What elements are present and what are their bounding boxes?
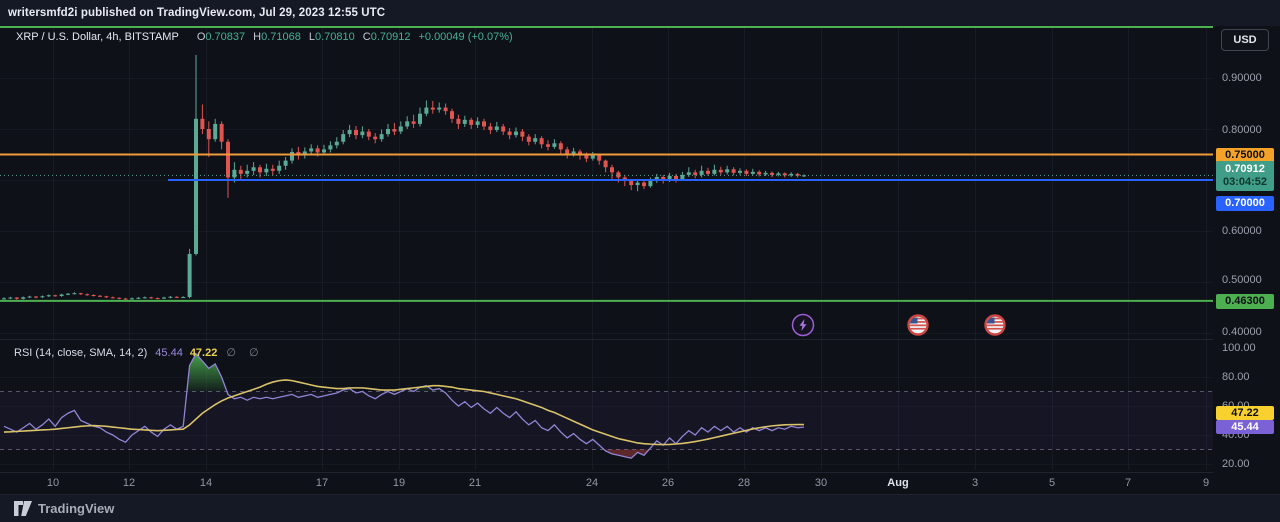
price-level-badge-blue: 0.70000: [1216, 196, 1274, 211]
axis-tick-label: 20.00: [1222, 458, 1250, 470]
time-axis-label: 28: [737, 477, 751, 489]
time-axis-label: 21: [468, 477, 482, 489]
rsi-overbought-fill: [186, 353, 444, 392]
tradingview-logo-icon[interactable]: [13, 500, 33, 517]
price-scale[interactable]: 20.0040.0060.0080.00100.000.400000.50000…: [1213, 26, 1280, 494]
time-axis-label: 24: [585, 477, 599, 489]
disabled-plots-icon[interactable]: ∅ ∅: [226, 347, 264, 359]
rsi-current-value: 45.44: [155, 347, 183, 359]
symbol-legend[interactable]: XRP / U.S. Dollar, 4h, BITSTAMP O0.70837 H…: [16, 31, 513, 43]
tradingview-brand-text[interactable]: TradingView: [38, 501, 115, 516]
axis-tick-label: 80.00: [1222, 371, 1250, 383]
time-axis-label: 17: [315, 477, 329, 489]
rsi-title: RSI (14, close, SMA, 14, 2): [14, 347, 148, 359]
attribution-bar: writersmfd2i published on TradingView.co…: [0, 0, 1280, 26]
time-axis-label: 3: [971, 477, 979, 489]
axis-tick-label: 0.50000: [1222, 274, 1262, 286]
bar-countdown: 03:04:52: [1222, 176, 1268, 188]
open-value: 0.70837: [205, 31, 246, 43]
axis-tick-label: 0.80000: [1222, 124, 1262, 136]
axis-tick-label: 0.90000: [1222, 72, 1262, 84]
symbol-title: XRP / U.S. Dollar, 4h, BITSTAMP: [16, 31, 179, 43]
close-label: C: [362, 31, 371, 43]
axis-tick-label: 0.40000: [1222, 326, 1262, 338]
low-value: 0.70810: [314, 31, 355, 43]
time-axis-label: 12: [122, 477, 136, 489]
time-axis-label: 26: [661, 477, 675, 489]
change-value: +0.00049 (+0.07%): [418, 31, 513, 43]
rsi-sma-badge: 47.22: [1216, 406, 1274, 420]
time-axis-label: 19: [392, 477, 406, 489]
high-label: H: [253, 31, 262, 43]
attribution-text: writersmfd2i published on TradingView.co…: [8, 7, 386, 19]
close-value: 0.70912: [370, 31, 411, 43]
time-axis-label: Aug: [887, 477, 909, 489]
us-flag-icon[interactable]: [984, 314, 1006, 336]
current-price-badge: 0.70912 03:04:52: [1216, 161, 1274, 191]
price-level-badge-green: 0.46300: [1216, 294, 1274, 309]
rsi-value-badge: 45.44: [1216, 420, 1274, 434]
rsi-sma-current-value: 47.22: [189, 347, 218, 359]
high-value: 0.71068: [261, 31, 301, 43]
rsi-sma-line: [3, 379, 805, 446]
price-level-badge-orange: 0.75000: [1216, 148, 1274, 163]
candlestick-series: [2, 55, 806, 300]
rsi-pane: [0, 352, 1213, 459]
time-scale[interactable]: 10 12 14 17 19 21 24 26 28 30 Aug 3 5 7 9: [0, 473, 1213, 494]
open-label: O: [196, 31, 206, 43]
time-axis-label: 7: [1124, 477, 1132, 489]
time-axis-label: 5: [1048, 477, 1056, 489]
axis-tick-label: 100.00: [1222, 342, 1256, 354]
time-axis-label: 9: [1202, 477, 1210, 489]
rsi-oversold-fill: [604, 449, 650, 459]
lightning-icon[interactable]: [791, 313, 815, 337]
rsi-indicator-legend[interactable]: RSI (14, close, SMA, 14, 2) 45.44 47.22 ∅ ∅: [14, 346, 264, 359]
currency-toggle-button[interactable]: USD: [1221, 29, 1269, 51]
footer-bar: TradingView: [0, 495, 1280, 522]
time-axis-label: 10: [46, 477, 60, 489]
rsi-line: [3, 352, 805, 459]
current-price-value: 0.70912: [1225, 163, 1265, 175]
us-flag-icon[interactable]: [907, 314, 929, 336]
low-label: L: [308, 31, 315, 43]
time-axis-label: 14: [199, 477, 213, 489]
axis-tick-label: 0.60000: [1222, 225, 1262, 237]
time-axis-label: 30: [814, 477, 828, 489]
